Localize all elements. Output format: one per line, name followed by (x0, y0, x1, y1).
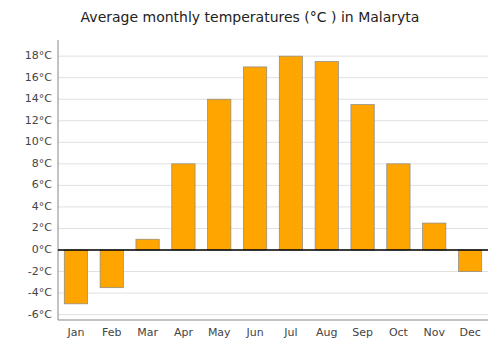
y-grid (58, 56, 488, 314)
y-tick-label: 16°C (25, 71, 52, 84)
bar (351, 105, 374, 250)
x-tick-label: Aug (316, 326, 337, 339)
y-axis-line (58, 40, 59, 320)
x-tick-label: Dec (459, 326, 480, 339)
bar (279, 56, 302, 250)
y-tick-label: 0°C (32, 243, 52, 256)
grid-line (58, 206, 488, 207)
x-tick-label: Apr (174, 326, 194, 339)
y-tick-label: 4°C (32, 200, 52, 213)
x-tick-label: Jan (66, 326, 84, 339)
bar (423, 223, 446, 250)
y-tick-label: -6°C (28, 308, 52, 321)
x-tick-label: Sep (352, 326, 373, 339)
bar (243, 67, 266, 250)
bar (315, 62, 338, 250)
bar (208, 99, 231, 250)
title: Average monthly temperatures (°C ) in Ma… (81, 9, 420, 25)
bar (172, 164, 195, 250)
x-tick-label: Feb (102, 326, 121, 339)
bar (458, 250, 481, 272)
grid-line (58, 120, 488, 121)
x-tick-label: Jul (283, 326, 297, 339)
x-tick-labels: Jan Feb Mar Apr May Jun Jul Aug Sep Oct Nov Dec (66, 326, 480, 339)
bar (136, 239, 159, 250)
chart-container: Average monthly temperatures (°C ) in Ma… (0, 0, 500, 350)
grid-line (58, 314, 488, 315)
bar (387, 164, 410, 250)
grid-line (58, 185, 488, 186)
x-tick-label: Mar (137, 326, 158, 339)
grid-line (58, 77, 488, 78)
y-tick-label: 14°C (25, 92, 52, 105)
x-tick-label: Jun (245, 326, 263, 339)
grid-line (58, 163, 488, 164)
zero-line (58, 249, 488, 251)
y-tick-label: 18°C (25, 49, 52, 62)
y-tick-label: 2°C (32, 221, 52, 234)
y-tick-label: -2°C (28, 265, 52, 278)
bars (64, 56, 481, 304)
y-tick-label: 12°C (25, 114, 52, 127)
grid-line (58, 250, 488, 251)
y-tick-label: -4°C (28, 286, 52, 299)
grid-line (58, 142, 488, 143)
grid-line (58, 56, 488, 57)
x-axis-line (58, 320, 488, 321)
chart-svg: Average monthly temperatures (°C ) in Ma… (0, 0, 500, 350)
y-tick-labels: -6°C -4°C -2°C 0°C 2°C 4°C 6°C 8°C 10°C 12°C 14°C 1… (25, 49, 52, 320)
bar (100, 250, 123, 288)
x-tick-label: May (208, 326, 231, 339)
y-tick-label: 10°C (25, 135, 52, 148)
x-tick-label: Nov (424, 326, 446, 339)
y-tick-label: 8°C (32, 157, 52, 170)
bar (64, 250, 87, 304)
y-tick-label: 6°C (32, 178, 52, 191)
grid-line (58, 99, 488, 100)
grid-line (58, 293, 488, 294)
x-tick-label: Oct (389, 326, 409, 339)
